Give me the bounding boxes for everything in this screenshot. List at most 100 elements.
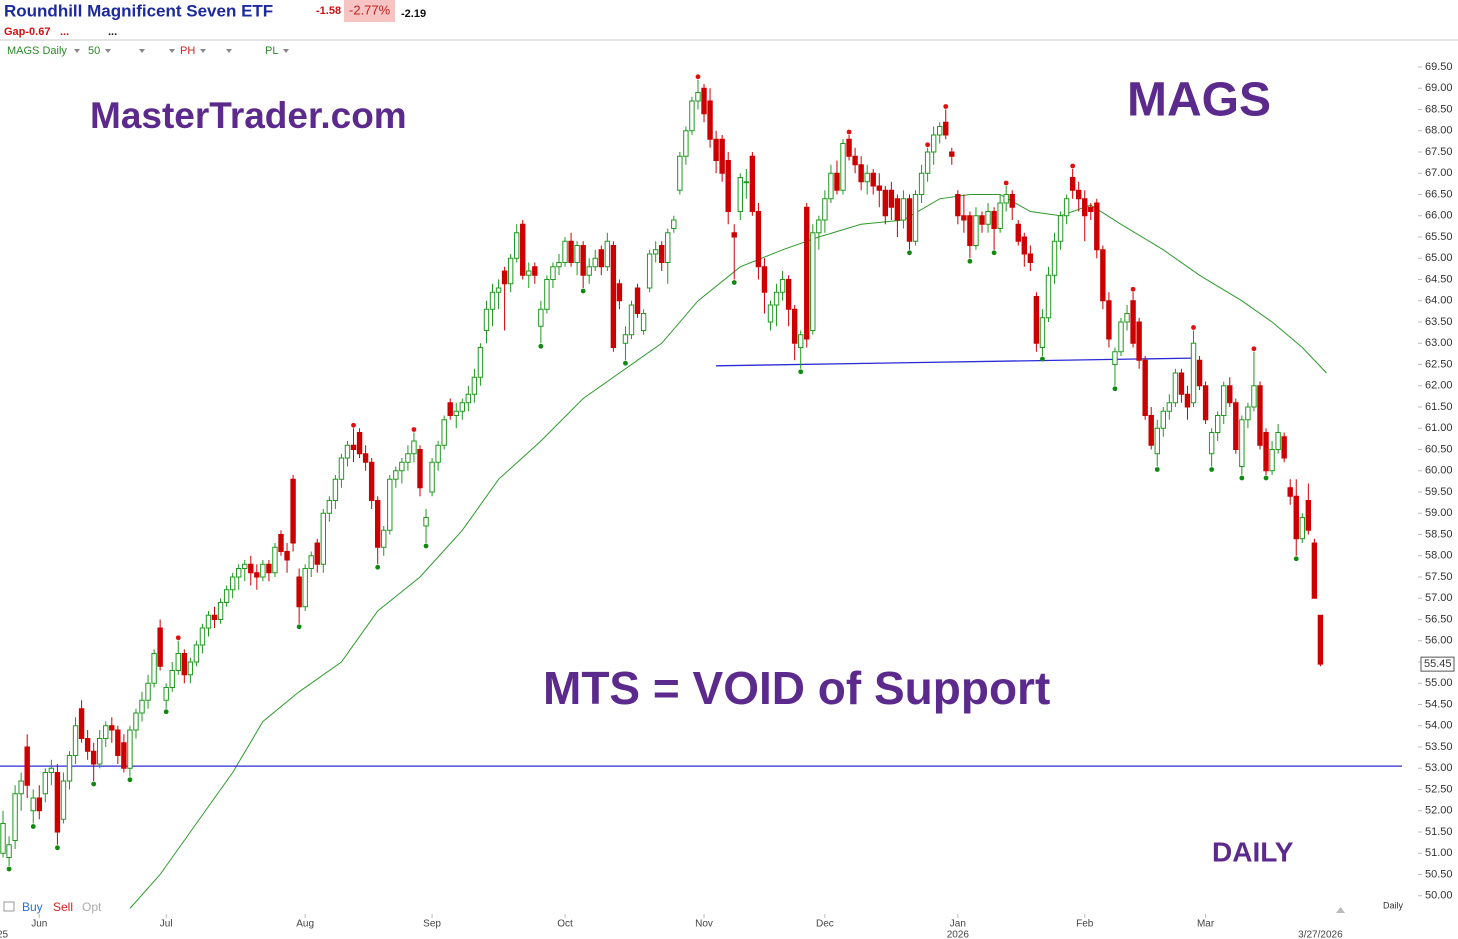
candle-body bbox=[864, 172, 870, 183]
buy-button[interactable]: Buy bbox=[22, 900, 43, 914]
dropdown-arrows bbox=[74, 49, 289, 53]
candle-body bbox=[193, 644, 200, 663]
candle-body bbox=[127, 729, 133, 769]
ph-menu[interactable]: PH bbox=[180, 45, 195, 57]
candle-body bbox=[374, 500, 381, 548]
y-tick-label: 61.50 bbox=[1425, 401, 1453, 413]
pivot-low bbox=[991, 250, 997, 256]
candle-body bbox=[326, 500, 333, 514]
candle-body bbox=[622, 334, 629, 344]
y-tick-label: 67.00 bbox=[1425, 167, 1453, 179]
candle-body bbox=[671, 219, 677, 230]
candle-body bbox=[66, 755, 73, 782]
candle-body bbox=[477, 347, 484, 378]
y-tick-label: 69.50 bbox=[1425, 61, 1453, 73]
order-icon bbox=[3, 901, 15, 912]
candle-body bbox=[1094, 202, 1100, 251]
candle-body bbox=[1142, 359, 1148, 417]
candle-body bbox=[90, 750, 97, 765]
candle-body bbox=[1221, 385, 1227, 417]
candle-body bbox=[296, 576, 302, 608]
candle-body bbox=[272, 546, 278, 574]
candle-body bbox=[1293, 495, 1299, 540]
candle-body bbox=[924, 151, 931, 174]
pivot-high bbox=[695, 74, 701, 80]
y-tick-label: 56.50 bbox=[1425, 613, 1453, 625]
pivot-low bbox=[1263, 475, 1269, 481]
candle-body bbox=[483, 308, 490, 332]
pivot-low bbox=[6, 866, 12, 872]
y-tick-label: 66.00 bbox=[1425, 210, 1453, 222]
candle-body bbox=[217, 602, 224, 621]
pivot-low bbox=[907, 250, 912, 256]
candle-body bbox=[1305, 500, 1312, 531]
y-tick-label: 52.50 bbox=[1425, 783, 1453, 795]
ma-menu[interactable]: 50 bbox=[88, 45, 100, 57]
candle-body bbox=[441, 419, 447, 446]
candle-body bbox=[520, 223, 526, 276]
scroll-arrow[interactable] bbox=[1336, 907, 1345, 913]
candle-body bbox=[332, 478, 339, 502]
pivot-high bbox=[1003, 180, 1009, 186]
candle-body bbox=[538, 308, 544, 327]
price-change: -1.58 bbox=[316, 5, 341, 17]
candle-body bbox=[12, 793, 18, 842]
candle-body bbox=[411, 440, 417, 455]
candle-body bbox=[737, 177, 743, 213]
pivot-low bbox=[1112, 386, 1118, 392]
candle-body bbox=[356, 432, 363, 455]
pl-menu[interactable]: PL bbox=[265, 45, 278, 57]
annotation-site: MasterTrader.com bbox=[90, 95, 407, 136]
candle-body bbox=[616, 283, 623, 302]
security-title: Roundhill Magnificent Seven ETF bbox=[4, 1, 273, 20]
candle-body bbox=[888, 189, 895, 208]
candle-body bbox=[1027, 253, 1034, 264]
candle-body bbox=[1015, 223, 1021, 242]
candle-body bbox=[743, 181, 750, 184]
candle-body bbox=[677, 155, 683, 191]
candle-body bbox=[1172, 372, 1179, 404]
candle-body bbox=[254, 572, 260, 578]
y-tick-label: 68.50 bbox=[1425, 103, 1453, 115]
candle-body bbox=[248, 563, 254, 574]
candle-body bbox=[1003, 194, 1009, 204]
candle-body bbox=[719, 138, 725, 174]
candle-body bbox=[453, 410, 459, 417]
candle-body bbox=[42, 772, 49, 795]
y-tick-label: 58.50 bbox=[1425, 528, 1453, 540]
candle-body bbox=[242, 563, 248, 570]
candle-body bbox=[816, 219, 822, 234]
y-tick-label: 54.50 bbox=[1425, 698, 1453, 710]
year-label: 3/27/2026 bbox=[1298, 930, 1343, 939]
candle-body bbox=[918, 172, 925, 196]
candle-body bbox=[1136, 321, 1142, 361]
sell-button[interactable]: Sell bbox=[53, 900, 73, 914]
candle-body bbox=[199, 627, 206, 646]
candle-body bbox=[785, 279, 792, 310]
options-button[interactable]: Opt bbox=[82, 900, 102, 914]
candle-body bbox=[284, 551, 290, 561]
candle-body bbox=[1227, 385, 1233, 404]
candle-body bbox=[652, 249, 659, 255]
candle-body bbox=[943, 121, 949, 136]
y-tick-label: 59.50 bbox=[1425, 486, 1453, 498]
candle-body bbox=[640, 313, 647, 332]
candle-body bbox=[713, 138, 719, 162]
y-tick-label: 51.00 bbox=[1425, 847, 1453, 859]
candle-body bbox=[205, 614, 212, 629]
pivot-high bbox=[175, 635, 181, 641]
pivot-high bbox=[351, 422, 356, 428]
candle-body bbox=[507, 257, 514, 285]
symbol-menu[interactable]: MAGS Daily bbox=[7, 45, 67, 57]
y-tick-label: 57.50 bbox=[1425, 571, 1453, 583]
candle-body bbox=[628, 304, 635, 336]
candle-body bbox=[429, 461, 435, 493]
candle-body bbox=[1069, 177, 1076, 191]
pivot-low bbox=[1239, 475, 1245, 481]
candle-body bbox=[320, 512, 327, 565]
y-tick-label: 67.50 bbox=[1425, 146, 1453, 158]
y-tick-label: 57.00 bbox=[1425, 592, 1453, 604]
y-tick-label: 59.00 bbox=[1425, 507, 1453, 519]
